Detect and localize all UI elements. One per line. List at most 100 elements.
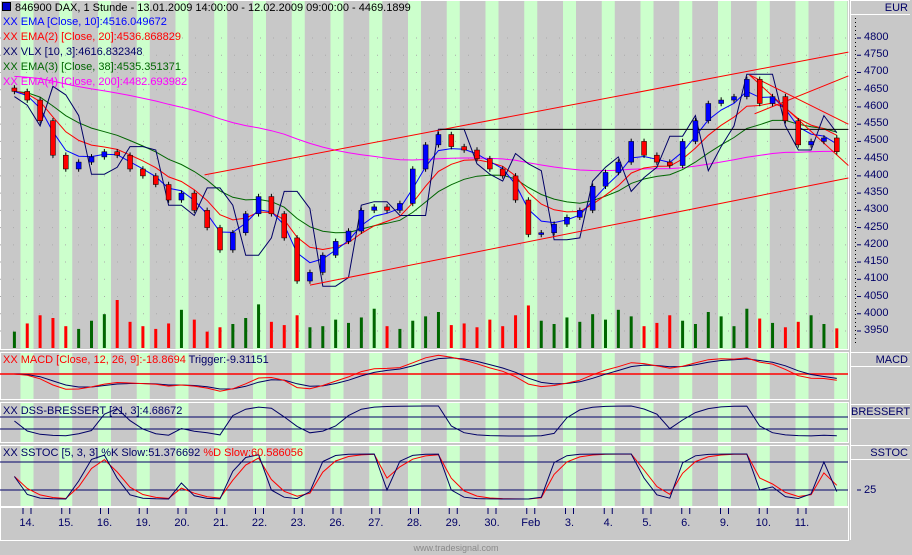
watermark: www.tradesignal.com <box>413 543 499 553</box>
session-band <box>756 352 770 400</box>
session-band <box>20 445 34 507</box>
axis-dot <box>855 330 856 331</box>
candle-body <box>718 99 724 104</box>
candle-body <box>345 230 352 242</box>
vlx-line <box>14 73 838 287</box>
session-band <box>601 402 615 443</box>
date-label: 19. <box>135 517 151 529</box>
axis-dot <box>855 258 856 259</box>
candle-body <box>217 227 223 251</box>
candle-body <box>628 141 634 163</box>
dss-label[interactable]: XX DSS-BRESSERT [21, 3]:4.68672 <box>3 405 183 417</box>
date-label: 14. <box>19 517 35 529</box>
volume-bar <box>616 309 620 348</box>
volume-bar <box>642 326 646 348</box>
legend-item[interactable]: XX EMA(3) [Close, 38]:4535.351371 <box>3 61 181 73</box>
legend-item[interactable]: XX EMA [Close, 10]:4516.049672 <box>3 16 167 28</box>
axis-dot <box>855 226 856 227</box>
session-band <box>214 352 228 400</box>
volume-bar <box>578 321 582 348</box>
axis-dot <box>855 174 856 175</box>
volume-bar <box>796 321 800 348</box>
candle-body <box>525 199 532 235</box>
trendline <box>749 74 849 125</box>
candle-body <box>615 161 622 173</box>
volume-bar <box>359 317 363 348</box>
session-band <box>214 445 228 507</box>
price-tick-label: 4400 <box>864 168 889 181</box>
candle-body <box>204 210 210 228</box>
session-band <box>563 402 576 443</box>
axis-dot <box>855 86 856 87</box>
session-band <box>524 352 538 400</box>
candle-body <box>538 232 544 235</box>
session-band <box>59 402 73 443</box>
axis-dot <box>855 186 856 187</box>
axis-dot <box>855 50 856 51</box>
session-band <box>136 352 150 400</box>
session-band <box>214 402 228 443</box>
legend-item[interactable]: XX EMA(4) [Close, 200]:4482.693982 <box>3 76 187 88</box>
axis-dot <box>855 274 856 275</box>
volume-bar <box>218 327 222 348</box>
session-band <box>601 352 615 400</box>
candle-body <box>397 203 403 211</box>
candle-body <box>165 184 172 201</box>
session-band <box>59 445 73 507</box>
session-band <box>291 402 305 443</box>
axis-dot <box>855 242 856 243</box>
volume-bar <box>552 324 556 348</box>
axis-dot <box>855 202 856 203</box>
price-tick-label: 4500 <box>864 134 889 147</box>
axis-dot <box>855 310 856 311</box>
axis-dot <box>855 198 856 199</box>
date-label: 6. <box>681 517 691 529</box>
candle-body <box>24 91 30 101</box>
axis-dot <box>855 46 856 47</box>
volume-bar <box>51 318 55 348</box>
candle-body <box>332 241 339 256</box>
axis-dot <box>855 114 856 115</box>
axis-dot <box>855 342 856 343</box>
axis-dot <box>855 238 856 239</box>
legend-item[interactable]: XX VLX [10, 3]:4616.832348 <box>3 46 142 58</box>
candle-body <box>744 79 750 97</box>
session-band <box>98 352 111 400</box>
session-band <box>291 445 305 507</box>
axis-dot <box>855 30 856 31</box>
volume-bar <box>449 325 453 348</box>
session-band <box>563 445 576 507</box>
legend-item[interactable]: XX EMA(2) [Close, 20]:4536.868829 <box>3 31 181 43</box>
axis-dot <box>855 62 856 63</box>
candle-body <box>692 120 699 142</box>
session-band <box>369 402 383 443</box>
volume-bar <box>347 322 350 348</box>
axis-dot <box>855 298 856 299</box>
candle-body <box>705 103 712 121</box>
volume-bar <box>436 312 440 348</box>
volume-bar <box>539 320 543 348</box>
session-band <box>408 352 421 400</box>
axis-dot <box>855 286 856 287</box>
candle-body <box>589 185 596 211</box>
session-band <box>834 445 848 507</box>
axis-dot <box>855 218 856 219</box>
axis-dot <box>855 34 856 35</box>
session-band <box>834 0 848 350</box>
candle-body <box>230 232 236 251</box>
price-tick-label: 4150 <box>864 255 889 268</box>
candle-body <box>461 146 467 151</box>
session-band <box>330 0 344 350</box>
session-band <box>291 0 305 350</box>
price-tick-label: 4100 <box>864 272 889 285</box>
sstoc-label[interactable]: XX SSTOC [5, 3, 3] %K Slow:51.376692 %D … <box>3 447 303 459</box>
date-label: 22. <box>251 517 268 529</box>
date-label: 30. <box>484 517 500 529</box>
axis-dot <box>855 122 856 123</box>
axis-dot <box>855 42 856 43</box>
axis-dot <box>855 110 856 111</box>
candle-body <box>422 144 429 170</box>
macd-label[interactable]: XX MACD [Close, 12, 26, 9]:-18.8694 Trig… <box>3 354 269 366</box>
